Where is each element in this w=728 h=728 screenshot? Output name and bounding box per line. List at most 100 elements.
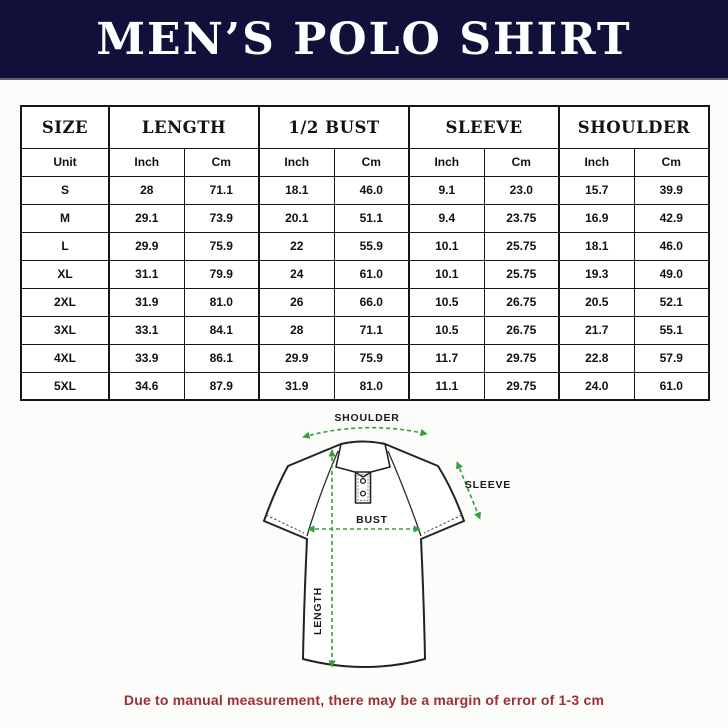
measurement-cell: 24: [258, 259, 335, 289]
measurement-cell: 29.9: [258, 343, 335, 373]
measurement-cell: 20.1: [258, 203, 335, 233]
measurement-cell: 87.9: [183, 371, 260, 401]
shoulder-measure-arrow: [302, 426, 428, 439]
measurement-cell: 26: [258, 287, 335, 317]
measurement-cell: 55.9: [333, 231, 410, 261]
measurement-cell: 18.1: [558, 231, 635, 261]
measurement-cell: 19.3: [558, 259, 635, 289]
measurement-cell: 73.9: [183, 203, 260, 233]
measurement-cell: 28: [108, 175, 185, 205]
measurement-cell: 61.0: [633, 371, 710, 401]
measurement-cell: 29.9: [108, 231, 185, 261]
size-label-cell: M: [20, 203, 110, 233]
measurement-cell: 9.4: [408, 203, 485, 233]
measurement-cell: 79.9: [183, 259, 260, 289]
table-row: 5XL 34.6 87.9 31.9 81.0 11.1 29.75 24.0 61.0: [20, 371, 710, 401]
measurement-cell: 84.1: [183, 315, 260, 345]
table-group-header-row: SIZE LENGTH 1/2 BUST SLEEVE SHOULDER: [20, 105, 710, 149]
size-table-body: S 28 71.1 18.1 46.0 9.1 23.0 15.7 39.9 M 29.1 73.9 2…: [20, 175, 710, 401]
measurement-cell: 29.75: [483, 343, 560, 373]
measurement-cell: 71.1: [183, 175, 260, 205]
measurement-cell: 10.1: [408, 259, 485, 289]
title-banner: MEN’S POLO SHIRT: [0, 0, 728, 80]
measurement-cell: 39.9: [633, 175, 710, 205]
table-row: M 29.1 73.9 20.1 51.1 9.4 23.75 16.9 42.9: [20, 203, 710, 233]
measurement-cell: 22.8: [558, 343, 635, 373]
sleeve-label: SLEEVE: [465, 479, 511, 491]
unit-header: Cm: [633, 147, 710, 177]
measurement-cell: 16.9: [558, 203, 635, 233]
size-label-cell: L: [20, 231, 110, 261]
measurement-cell: 33.1: [108, 315, 185, 345]
measurement-cell: 28: [258, 315, 335, 345]
measurement-cell: 10.5: [408, 287, 485, 317]
column-header-length: LENGTH: [107, 105, 260, 149]
measurement-cell: 42.9: [633, 203, 710, 233]
measurement-cell: 71.1: [333, 315, 410, 345]
measurement-cell: 9.1: [408, 175, 485, 205]
measurement-cell: 11.7: [408, 343, 485, 373]
unit-header: Cm: [483, 147, 560, 177]
table-row: XL 31.1 79.9 24 61.0 10.1 25.75 19.3 49.0: [20, 259, 710, 289]
measurement-cell: 51.1: [333, 203, 410, 233]
length-label: LENGTH: [312, 587, 324, 635]
measurement-cell: 81.0: [333, 371, 410, 401]
column-header-sleeve: SLEEVE: [408, 105, 560, 149]
unit-header: Unit: [20, 147, 110, 177]
bust-label: BUST: [356, 514, 388, 526]
size-label-cell: 2XL: [20, 287, 110, 317]
table-row: L 29.9 75.9 22 55.9 10.1 25.75 18.1 46.0: [20, 231, 710, 261]
table-row: 2XL 31.9 81.0 26 66.0 10.5 26.75 20.5 52.1: [20, 287, 710, 317]
measurement-cell: 75.9: [183, 231, 260, 261]
polo-measurement-diagram: SHOULDER SLEEVE BUST LENGTH: [263, 412, 511, 668]
measurement-cell: 10.5: [408, 315, 485, 345]
size-table: SIZE LENGTH 1/2 BUST SLEEVE SHOULDER Uni…: [20, 105, 711, 401]
page-title: MEN’S POLO SHIRT: [96, 13, 632, 65]
column-header-half-bust: 1/2 BUST: [258, 105, 410, 149]
measurement-cell: 23.0: [483, 175, 560, 205]
size-label-cell: 3XL: [20, 315, 110, 345]
measurement-cell: 26.75: [483, 287, 560, 317]
measurement-cell: 21.7: [558, 315, 635, 345]
shoulder-label: SHOULDER: [334, 412, 399, 424]
unit-header: Inch: [408, 147, 485, 177]
measurement-cell: 25.75: [483, 259, 560, 289]
size-label-cell: S: [20, 175, 110, 205]
unit-header: Inch: [558, 147, 635, 177]
measurement-cell: 10.1: [408, 231, 485, 261]
measurement-cell: 75.9: [333, 343, 410, 373]
measurement-cell: 31.9: [108, 287, 185, 317]
measurement-cell: 29.75: [483, 371, 560, 401]
placket-stitch: [357, 474, 369, 501]
measurement-cell: 81.0: [183, 287, 260, 317]
measurement-cell: 24.0: [558, 371, 635, 401]
measurement-cell: 31.1: [108, 259, 185, 289]
measurement-cell: 55.1: [633, 315, 710, 345]
column-header-size: SIZE: [20, 105, 110, 149]
measurement-cell: 46.0: [333, 175, 410, 205]
measurement-cell: 15.7: [558, 175, 635, 205]
measurement-cell: 31.9: [258, 371, 335, 401]
measurement-cell: 46.0: [633, 231, 710, 261]
size-label-cell: XL: [20, 259, 110, 289]
size-label-cell: 4XL: [20, 343, 110, 373]
unit-header: Cm: [183, 147, 260, 177]
measurement-cell: 22: [258, 231, 335, 261]
button: [359, 477, 367, 485]
measurement-cell: 61.0: [333, 259, 410, 289]
measurement-cell: 66.0: [333, 287, 410, 317]
measurement-disclaimer: Due to manual measurement, there may be …: [123, 692, 605, 708]
measurement-cell: 18.1: [258, 175, 335, 205]
measurement-cell: 57.9: [633, 343, 710, 373]
measurement-cell: 86.1: [183, 343, 260, 373]
measurement-cell: 26.75: [483, 315, 560, 345]
table-row: S 28 71.1 18.1 46.0 9.1 23.0 15.7 39.9: [20, 175, 710, 205]
button: [359, 490, 367, 497]
measurement-cell: 49.0: [633, 259, 710, 289]
column-header-shoulder: SHOULDER: [558, 105, 710, 149]
unit-header: Inch: [258, 147, 335, 177]
table-row: 3XL 33.1 84.1 28 71.1 10.5 26.75 21.7 55.1: [20, 315, 710, 345]
measurement-cell: 20.5: [558, 287, 635, 317]
table-unit-row: Unit Inch Cm Inch Cm Inch Cm Inch Cm: [20, 147, 710, 177]
unit-header: Cm: [333, 147, 410, 177]
